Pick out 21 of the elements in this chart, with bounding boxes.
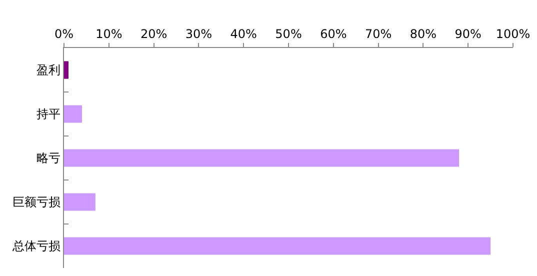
bar: [64, 193, 96, 211]
x-tick-label: 70%: [364, 27, 392, 42]
y-tick-label: 持平: [36, 107, 61, 122]
y-tick-label: 盈利: [36, 63, 61, 78]
y-tick-label: 总体亏损: [12, 239, 61, 254]
x-tick-label: 60%: [320, 27, 347, 42]
x-tick-label: 30%: [185, 27, 212, 42]
y-tick-label: 略亏: [36, 151, 61, 166]
x-tick-label: 0%: [54, 27, 74, 42]
bar: [64, 61, 68, 79]
x-tick-label: 100%: [496, 27, 530, 42]
bar: [64, 149, 460, 167]
x-tick-label: 10%: [96, 27, 122, 42]
y-tick-label: 巨额亏损: [12, 195, 61, 210]
x-tick-label: 90%: [454, 27, 482, 42]
x-tick-label: 80%: [410, 27, 437, 42]
bar: [64, 105, 82, 123]
x-tick-label: 40%: [230, 27, 257, 42]
x-tick-label: 20%: [140, 27, 168, 42]
x-tick-label: 50%: [275, 27, 302, 42]
bar: [64, 237, 491, 255]
